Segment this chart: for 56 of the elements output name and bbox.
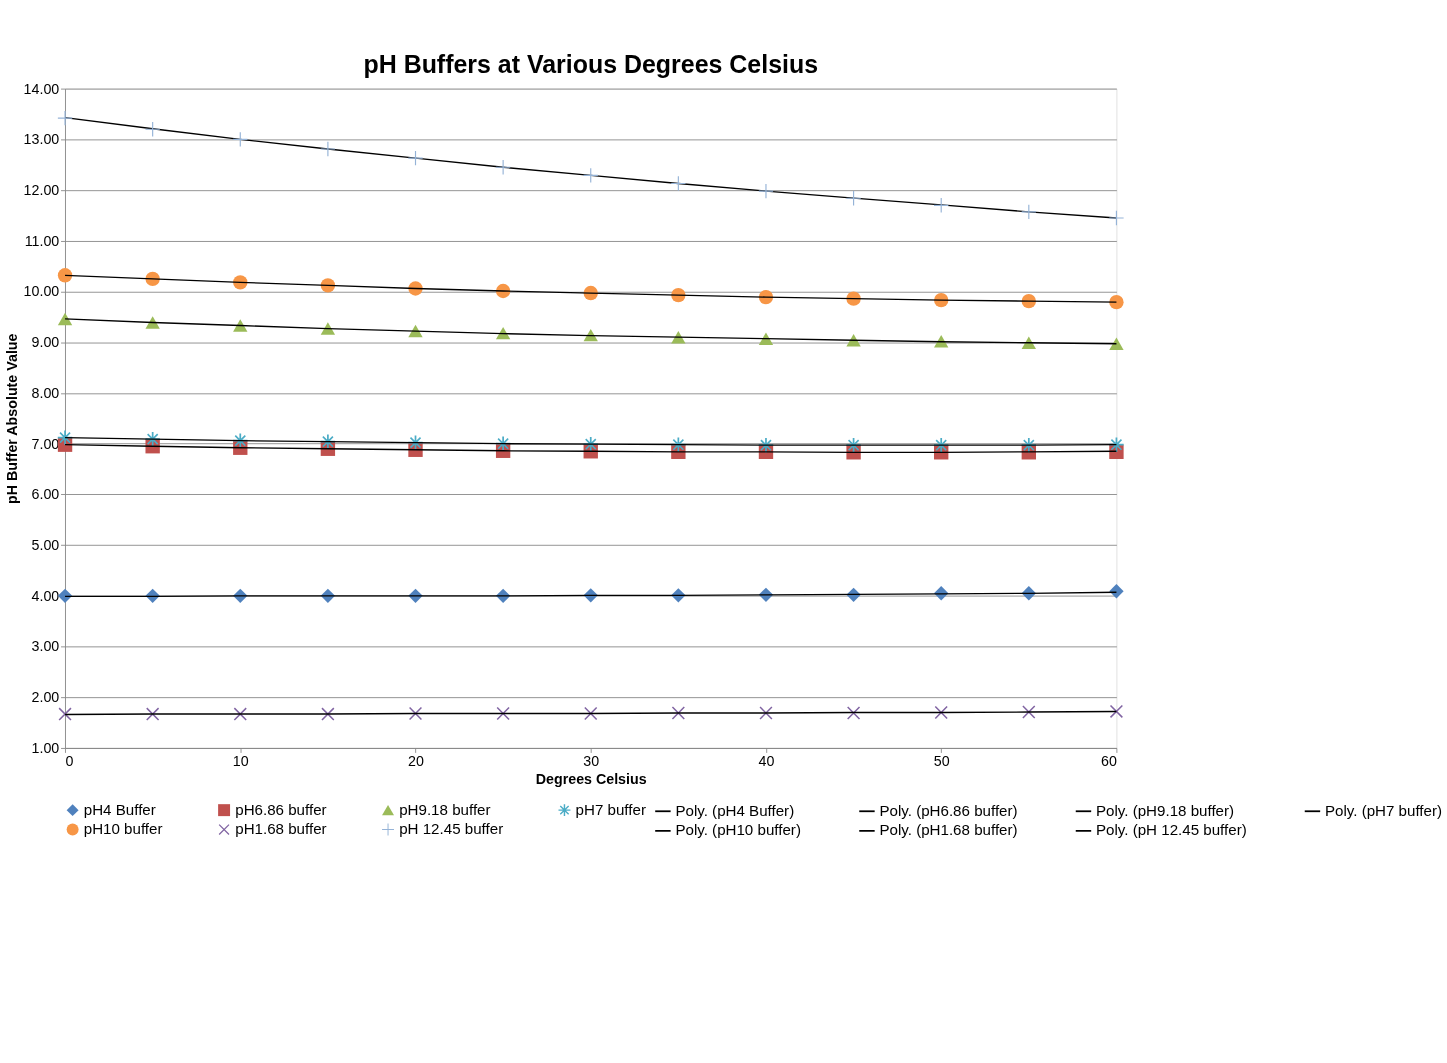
y-tick-label: 10.00: [23, 283, 60, 300]
point: [58, 707, 72, 721]
y-axis-title: pH Buffer Absolute Value: [4, 333, 21, 505]
legend-label: pH 12.45 buffer: [399, 819, 504, 837]
y-tick-label: 13.00: [23, 131, 60, 148]
point: [145, 316, 160, 329]
point: [1109, 210, 1124, 226]
y-tick-label: 8.00: [31, 384, 60, 401]
x-tick-label: 50: [933, 753, 950, 770]
y-tick-label: 9.00: [31, 334, 60, 351]
y-tick-label: 3.00: [31, 638, 60, 655]
y-tick-label: 11.00: [24, 232, 60, 249]
point: [57, 110, 73, 126]
legend-label: pH1.68 buffer: [235, 819, 327, 837]
chart-title: pH Buffers at Various Degrees Celsius: [363, 49, 819, 78]
y-tick-label: 6.00: [31, 486, 60, 503]
legend-label: pH7 buffer: [575, 800, 646, 818]
point: [320, 322, 336, 335]
point: [233, 319, 248, 332]
legend-label: Poly. (pH10 buffer): [675, 821, 801, 839]
point: [758, 332, 774, 345]
point: [320, 278, 336, 293]
x-tick-label: 20: [408, 753, 424, 770]
y-tick-label: 7.00: [31, 435, 60, 452]
point: [1109, 705, 1123, 718]
x-axis-title: Degrees Celsius: [535, 771, 647, 788]
y-tick-label: 2.00: [31, 689, 60, 706]
legend-label: pH6.86 buffer: [235, 800, 327, 818]
point: [320, 141, 336, 157]
x-tick-label: 60: [1101, 753, 1117, 770]
legend-label: Poly. (pH 12.45 buffer): [1095, 821, 1247, 839]
x-tick-label: 30: [583, 753, 600, 770]
x-tick-label: 10: [232, 753, 249, 770]
legend-label: pH10 buffer: [83, 819, 163, 837]
y-tick-label: 1.00: [31, 739, 60, 756]
x-tick-label: 40: [758, 753, 775, 770]
point: [1109, 295, 1124, 310]
point: [1109, 337, 1124, 350]
point: [1021, 336, 1036, 349]
legend-label: Poly. (pH1.68 buffer): [879, 821, 1018, 839]
legend-label: pH9.18 buffer: [399, 800, 491, 818]
y-tick-label: 5.00: [31, 537, 60, 554]
point: [57, 268, 73, 283]
y-tick-label: 14.00: [23, 80, 60, 97]
x-tick-label: 0: [65, 753, 74, 770]
point: [57, 588, 73, 604]
legend-label: pH4 Buffer: [83, 800, 156, 818]
legend-label: Poly. (pH4 Buffer): [675, 801, 795, 819]
point: [57, 312, 73, 326]
point: [1109, 584, 1124, 599]
legend-label: Poly. (pH9.18 buffer): [1095, 801, 1235, 819]
y-tick-label: 12.00: [23, 181, 60, 198]
legend-label: Poly. (pH7 buffer): [1324, 801, 1443, 819]
legend-label: Poly. (pH6.86 buffer): [879, 801, 1018, 819]
y-tick-label: 4.00: [31, 587, 60, 604]
point: [758, 183, 774, 199]
